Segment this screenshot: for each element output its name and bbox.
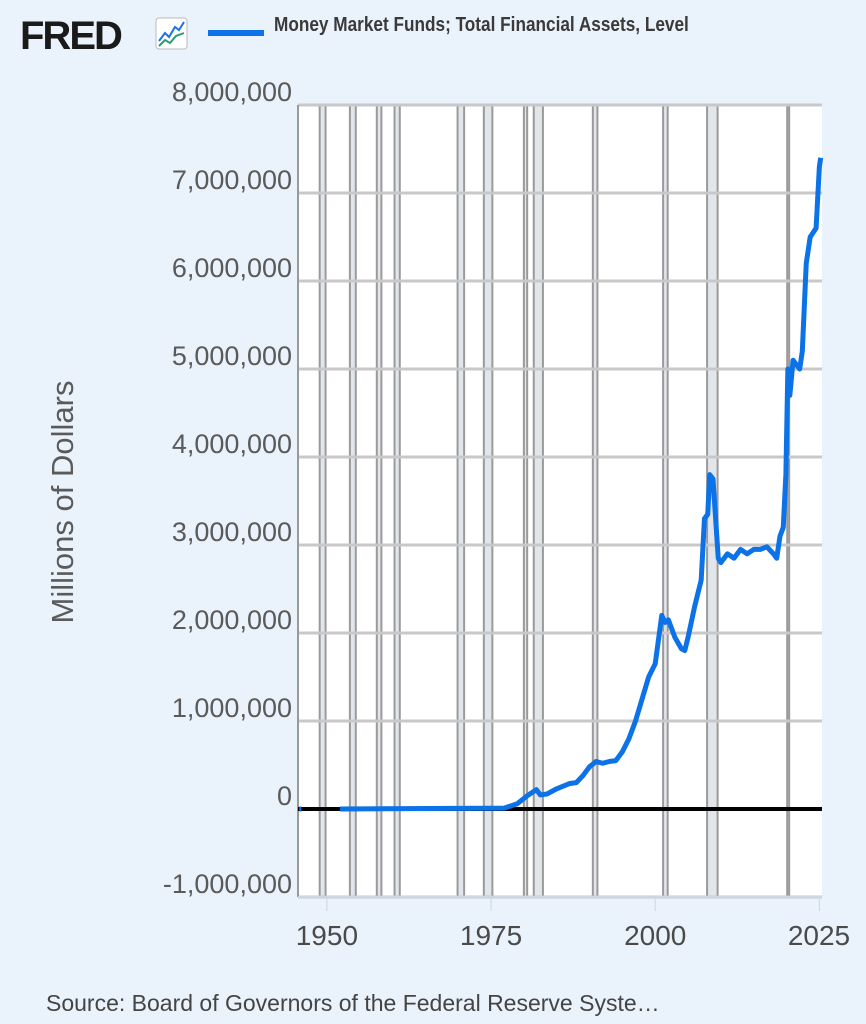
source-note: Source: Board of Governors of the Federa… — [46, 990, 660, 1016]
recession-band — [533, 105, 543, 897]
legend-swatch — [208, 30, 264, 36]
y-tick-label: 5,000,000 — [172, 341, 292, 371]
recession-band — [457, 105, 465, 897]
x-tick-label: 1950 — [296, 920, 358, 951]
y-tick-label: 7,000,000 — [172, 165, 292, 195]
recession-band — [663, 105, 668, 897]
x-tick-label: 2025 — [788, 920, 850, 951]
y-tick-label: 8,000,000 — [172, 77, 292, 107]
recession-band — [523, 105, 528, 897]
trend-chart-icon — [155, 17, 188, 50]
y-tick-label: 0 — [277, 781, 292, 811]
recession-band — [319, 105, 326, 897]
y-tick-label: 6,000,000 — [172, 253, 292, 283]
x-tick-label: 1975 — [460, 920, 522, 951]
recession-band — [483, 105, 493, 897]
recession-band — [592, 105, 598, 897]
recession-band — [349, 105, 356, 897]
y-tick-label: 3,000,000 — [172, 517, 292, 547]
y-tick-label: 4,000,000 — [172, 429, 292, 459]
fred-logo[interactable]: FRED — [20, 14, 123, 58]
y-axis-title: Millions of Dollars — [45, 381, 80, 624]
recession-band — [394, 105, 400, 897]
x-tick-label: 2000 — [624, 920, 686, 951]
recession-band — [376, 105, 382, 897]
plot-area — [298, 105, 822, 897]
series-line — [340, 157, 824, 812]
y-tick-label: 2,000,000 — [172, 605, 292, 635]
y-tick-label: 1,000,000 — [172, 693, 292, 723]
y-tick-label: -1,000,000 — [163, 869, 292, 899]
legend-label[interactable]: Money Market Funds; Total Financial Asse… — [274, 14, 689, 36]
